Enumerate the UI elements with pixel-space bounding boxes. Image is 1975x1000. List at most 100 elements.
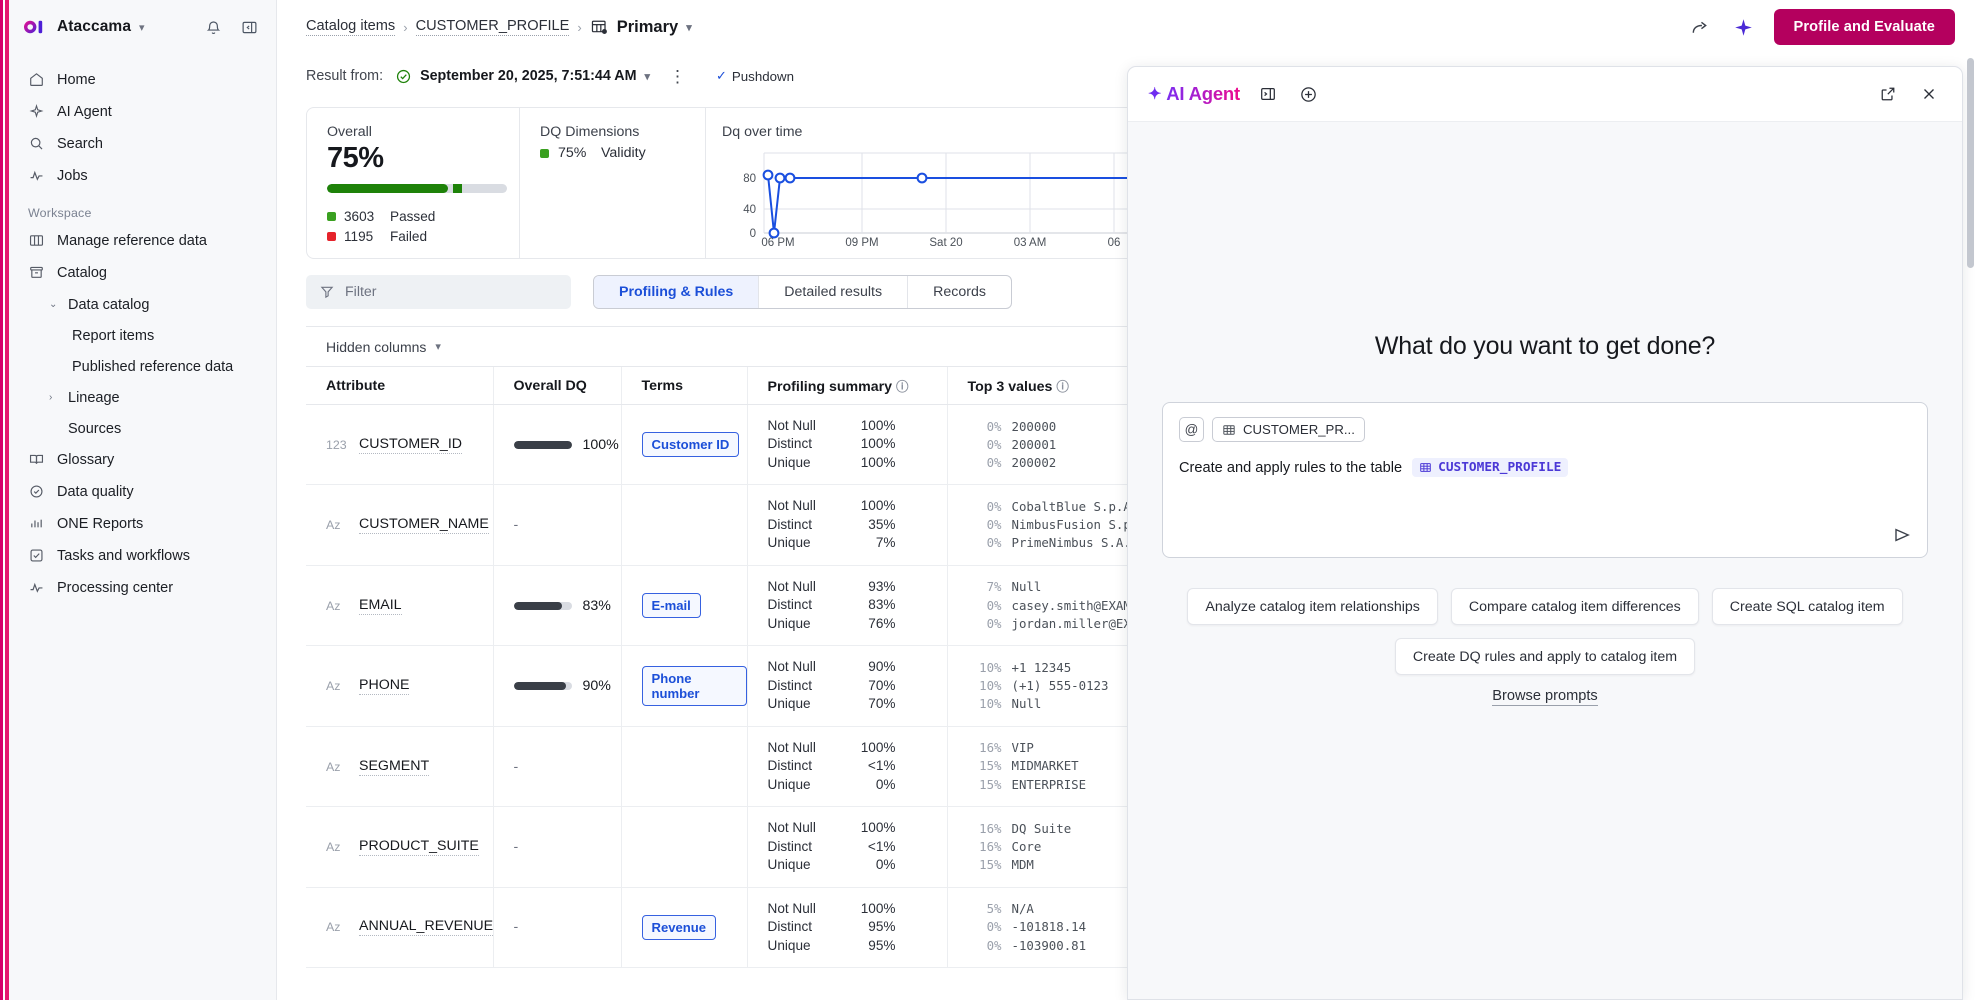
profile-and-evaluate-button[interactable]: Profile and Evaluate <box>1773 9 1955 45</box>
panel-expand-icon[interactable] <box>1255 81 1281 107</box>
chevron-down-icon[interactable]: ▾ <box>686 21 692 34</box>
sidebar-item-processing-center[interactable]: Processing center <box>19 572 266 603</box>
sidebar-item-home[interactable]: Home <box>19 64 266 95</box>
suggestion-analyze-relationships[interactable]: Analyze catalog item relationships <box>1187 588 1438 625</box>
chevron-down-icon[interactable]: ▾ <box>139 21 145 34</box>
top-value-line: 0% casey.smith@EXAMPLE <box>968 597 1442 615</box>
browse-prompts-link[interactable]: Browse prompts <box>1162 688 1928 706</box>
chevron-down-icon[interactable]: ▾ <box>644 70 651 83</box>
hidden-columns-dropdown[interactable]: Hidden columns ▾ <box>306 327 1441 366</box>
attribute-name[interactable]: CUSTOMER_NAME <box>359 516 489 535</box>
profiling-key: Distinct <box>767 677 813 693</box>
profiling-line: Not Null 100% <box>768 417 947 435</box>
breadcrumb-item-customer-profile[interactable]: CUSTOMER_PROFILE <box>415 18 570 36</box>
suggestion-compare-differences[interactable]: Compare catalog item differences <box>1450 588 1699 625</box>
term-badge[interactable]: Customer ID <box>641 432 740 458</box>
cell-overall-dq: - <box>492 484 621 566</box>
sidebar-item-label: Published reference data <box>72 358 234 375</box>
dq-percent: 83% <box>582 597 611 614</box>
cell-terms: Revenue <box>620 887 747 969</box>
top-value-percent: 10% <box>979 696 1002 712</box>
plus-circle-icon[interactable] <box>1296 81 1322 107</box>
filter-input[interactable]: Filter <box>306 275 571 309</box>
page-scrollbar[interactable] <box>1967 58 1974 1000</box>
column-profiling-summary[interactable]: Profiling summary ⓘ <box>746 366 947 405</box>
info-icon[interactable]: ⓘ <box>896 380 909 394</box>
result-selector[interactable]: September 20, 2025, 7:51:44 AM ▾ <box>395 68 650 85</box>
sidebar-item-lineage[interactable]: › Lineage <box>19 382 266 413</box>
tab-detailed-results[interactable]: Detailed results <box>759 276 909 308</box>
term-badge[interactable]: E-mail <box>641 593 701 619</box>
top-value-text: -101818.14 <box>1011 919 1087 935</box>
svg-text:40: 40 <box>743 204 756 216</box>
column-attribute[interactable]: Attribute <box>306 366 493 405</box>
share-icon[interactable] <box>1688 14 1714 40</box>
breadcrumb-item-catalog-items[interactable]: Catalog items <box>306 18 396 36</box>
top-value-line: 0% -101818.14 <box>968 918 1442 936</box>
column-terms[interactable]: Terms <box>620 366 747 405</box>
sidebar-item-report-items[interactable]: Report items <box>19 320 266 351</box>
ai-agent-body: What do you want to get done? @ CUST <box>1128 122 1962 999</box>
suggestion-create-dq-rules[interactable]: Create DQ rules and apply to catalog ite… <box>1394 638 1696 675</box>
context-chip[interactable]: CUSTOMER_PR... <box>1212 417 1365 442</box>
dq-over-time-chart: 0 40 80 06 PM 09 PM Sat 20 03 AM 06 <box>722 147 1152 247</box>
attribute-name[interactable]: PRODUCT_SUITE <box>359 837 479 856</box>
attribute-name[interactable]: CUSTOMER_ID <box>359 435 463 454</box>
sidebar-item-glossary[interactable]: Glossary <box>19 444 266 475</box>
view-tabs: Profiling & Rules Detailed results Recor… <box>593 275 1012 309</box>
composer-reference-chip[interactable]: CUSTOMER_PROFILE <box>1412 458 1569 477</box>
attribute-name[interactable]: ANNUAL_REVENUE <box>359 918 494 937</box>
tab-profiling-rules[interactable]: Profiling & Rules <box>594 276 760 308</box>
sidebar-header: Ataccama ▾ <box>9 0 276 54</box>
sparkle-icon[interactable] <box>1731 14 1757 40</box>
attribute-name[interactable]: PHONE <box>359 677 410 696</box>
ai-agent-composer[interactable]: @ CUSTOMER_PR... Creat <box>1162 402 1928 558</box>
top-value-text: 200000 <box>1011 418 1057 434</box>
chevron-right-icon[interactable]: › <box>49 392 53 403</box>
panel-collapse-icon[interactable] <box>236 14 262 40</box>
tab-records[interactable]: Records <box>933 284 986 300</box>
profiling-key: Distinct <box>767 436 813 452</box>
top-value-line: 0% -103900.81 <box>968 937 1442 955</box>
at-mention-button[interactable]: @ <box>1179 417 1204 442</box>
sidebar-item-ai-agent[interactable]: AI Agent <box>19 96 266 127</box>
dimension-percent: 75% <box>558 145 587 161</box>
sidebar-item-catalog[interactable]: Catalog <box>19 257 266 288</box>
composer-prompt-text: Create and apply rules to the table <box>1179 459 1403 476</box>
cell-terms: E-mail <box>620 565 747 647</box>
info-icon[interactable]: ⓘ <box>1056 380 1069 394</box>
svg-text:0: 0 <box>750 228 756 240</box>
profiling-value: 100% <box>860 820 896 836</box>
sidebar-item-data-catalog[interactable]: ⌄ Data catalog <box>19 289 266 320</box>
sidebar-item-sources[interactable]: Sources <box>19 413 266 444</box>
close-icon[interactable] <box>1916 81 1942 107</box>
profiling-value: 100% <box>860 418 896 433</box>
send-icon[interactable] <box>1892 525 1912 545</box>
ataccama-logo-icon <box>21 14 47 40</box>
sidebar-item-tasks-and-workflows[interactable]: Tasks and workflows <box>19 540 266 571</box>
sidebar-item-jobs[interactable]: Jobs <box>19 160 266 191</box>
term-badge[interactable]: Phone number <box>641 666 747 707</box>
sidebar-item-one-reports[interactable]: ONE Reports <box>19 508 266 539</box>
profiling-line: Distinct 100% <box>768 435 947 453</box>
attribute-name[interactable]: SEGMENT <box>359 757 430 776</box>
top-value-text: +1 12345 <box>1011 659 1072 675</box>
profiling-key: Distinct <box>767 516 813 532</box>
term-badge[interactable]: Revenue <box>641 914 717 940</box>
sidebar-item-manage-reference-data[interactable]: Manage reference data <box>19 225 266 256</box>
bell-icon[interactable] <box>200 14 226 40</box>
pushdown-badge[interactable]: ✓ Pushdown <box>705 63 806 89</box>
column-overall-dq[interactable]: Overall DQ <box>492 366 621 405</box>
overall-card: Overall 75% 3603 Passed 1195 Failed <box>307 108 520 258</box>
open-external-icon[interactable] <box>1875 81 1901 107</box>
suggestion-create-sql-catalog-item[interactable]: Create SQL catalog item <box>1711 588 1903 625</box>
chevron-down-icon[interactable]: ⌄ <box>49 299 58 310</box>
attribute-name[interactable]: EMAIL <box>359 596 402 615</box>
top-value-text: 200001 <box>1011 436 1057 452</box>
sidebar-item-search[interactable]: Search <box>19 128 266 159</box>
more-vertical-icon[interactable]: ⋮ <box>669 66 687 86</box>
profiling-line: Distinct 83% <box>768 596 947 614</box>
sidebar-item-published-reference-data[interactable]: Published reference data <box>19 351 266 382</box>
table-gear-icon <box>590 18 609 37</box>
sidebar-item-data-quality[interactable]: Data quality <box>19 476 266 507</box>
